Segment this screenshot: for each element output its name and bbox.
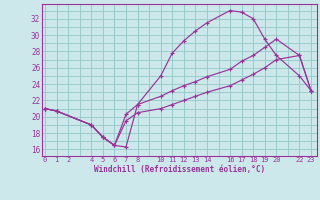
X-axis label: Windchill (Refroidissement éolien,°C): Windchill (Refroidissement éolien,°C) — [94, 165, 265, 174]
